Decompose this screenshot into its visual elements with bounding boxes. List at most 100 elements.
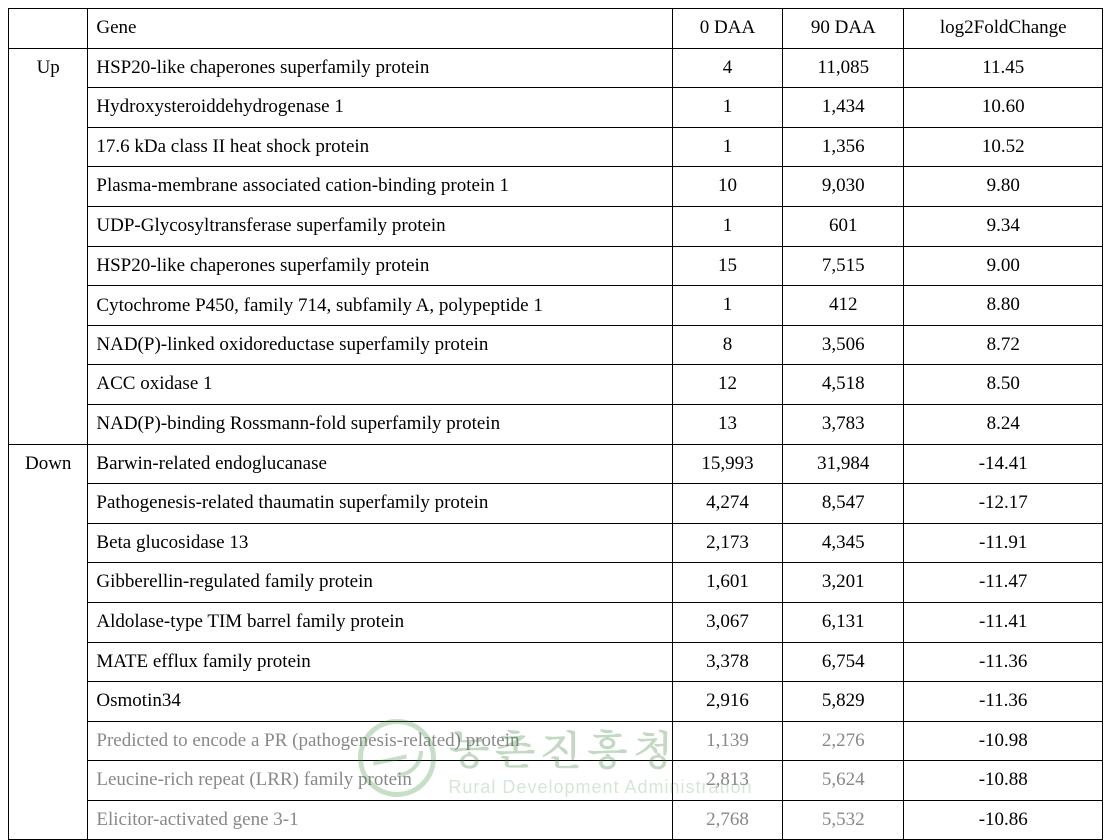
daa0-cell: 12	[672, 365, 782, 405]
gene-cell: Gibberellin-regulated family protein	[88, 563, 672, 603]
daa0-cell: 13	[672, 404, 782, 444]
header-log2: log2FoldChange	[904, 9, 1103, 49]
daa0-cell: 1	[672, 127, 782, 167]
daa0-cell: 1	[672, 88, 782, 128]
gene-cell: 17.6 kDa class II heat shock protein	[88, 127, 672, 167]
daa90-cell: 1,356	[783, 127, 904, 167]
table-row: Osmotin342,9165,829-11.36	[9, 682, 1103, 722]
daa90-cell: 7,515	[783, 246, 904, 286]
daa0-cell: 3,378	[672, 642, 782, 682]
table-row: NAD(P)-linked oxidoreductase superfamily…	[9, 325, 1103, 365]
header-daa90: 90 DAA	[783, 9, 904, 49]
header-daa0: 0 DAA	[672, 9, 782, 49]
gene-cell: HSP20-like chaperones superfamily protei…	[88, 48, 672, 88]
daa90-cell: 2,276	[783, 721, 904, 761]
gene-cell: Aldolase-type TIM barrel family protein	[88, 602, 672, 642]
daa90-cell: 3,506	[783, 325, 904, 365]
daa0-cell: 1,139	[672, 721, 782, 761]
table-row: HSP20-like chaperones superfamily protei…	[9, 246, 1103, 286]
daa90-cell: 5,532	[783, 800, 904, 840]
log2-cell: -12.17	[904, 484, 1103, 524]
daa90-cell: 3,201	[783, 563, 904, 603]
daa90-cell: 9,030	[783, 167, 904, 207]
log2-cell: -11.41	[904, 602, 1103, 642]
table-row: Hydroxysteroiddehydrogenase 111,43410.60	[9, 88, 1103, 128]
table-row: Predicted to encode a PR (pathogenesis-r…	[9, 721, 1103, 761]
daa90-cell: 8,547	[783, 484, 904, 524]
daa0-cell: 15	[672, 246, 782, 286]
table-row: DownBarwin-related endoglucanase15,99331…	[9, 444, 1103, 484]
gene-cell: Elicitor-activated gene 3-1	[88, 800, 672, 840]
table-row: Elicitor-activated gene 3-12,7685,532-10…	[9, 800, 1103, 840]
daa0-cell: 4,274	[672, 484, 782, 524]
table-row: Aldolase-type TIM barrel family protein3…	[9, 602, 1103, 642]
daa90-cell: 3,783	[783, 404, 904, 444]
table-row: Leucine-rich repeat (LRR) family protein…	[9, 761, 1103, 801]
table-row: 17.6 kDa class II heat shock protein11,3…	[9, 127, 1103, 167]
table-row: Pathogenesis-related thaumatin superfami…	[9, 484, 1103, 524]
table-row: UDP-Glycosyltransferase superfamily prot…	[9, 206, 1103, 246]
gene-cell: Barwin-related endoglucanase	[88, 444, 672, 484]
log2-cell: -10.88	[904, 761, 1103, 801]
gene-cell: Pathogenesis-related thaumatin superfami…	[88, 484, 672, 524]
table-row: NAD(P)-binding Rossmann-fold superfamily…	[9, 404, 1103, 444]
gene-cell: Osmotin34	[88, 682, 672, 722]
log2-cell: 8.72	[904, 325, 1103, 365]
log2-cell: 9.34	[904, 206, 1103, 246]
daa0-cell: 4	[672, 48, 782, 88]
daa90-cell: 4,518	[783, 365, 904, 405]
daa0-cell: 1,601	[672, 563, 782, 603]
daa90-cell: 6,754	[783, 642, 904, 682]
daa0-cell: 2,173	[672, 523, 782, 563]
daa90-cell: 412	[783, 286, 904, 326]
log2-cell: 9.80	[904, 167, 1103, 207]
log2-cell: -11.47	[904, 563, 1103, 603]
gene-cell: HSP20-like chaperones superfamily protei…	[88, 246, 672, 286]
log2-cell: 9.00	[904, 246, 1103, 286]
daa90-cell: 5,624	[783, 761, 904, 801]
daa0-cell: 1	[672, 206, 782, 246]
daa90-cell: 601	[783, 206, 904, 246]
log2-cell: -11.36	[904, 642, 1103, 682]
gene-cell: Plasma-membrane associated cation-bindin…	[88, 167, 672, 207]
table-header-row: Gene 0 DAA 90 DAA log2FoldChange	[9, 9, 1103, 49]
daa90-cell: 31,984	[783, 444, 904, 484]
daa0-cell: 2,813	[672, 761, 782, 801]
daa90-cell: 6,131	[783, 602, 904, 642]
log2-cell: 8.80	[904, 286, 1103, 326]
daa90-cell: 5,829	[783, 682, 904, 722]
daa0-cell: 10	[672, 167, 782, 207]
direction-cell: Down	[9, 444, 88, 840]
gene-cell: UDP-Glycosyltransferase superfamily prot…	[88, 206, 672, 246]
daa90-cell: 1,434	[783, 88, 904, 128]
daa0-cell: 3,067	[672, 602, 782, 642]
gene-cell: Leucine-rich repeat (LRR) family protein	[88, 761, 672, 801]
gene-cell: NAD(P)-linked oxidoreductase superfamily…	[88, 325, 672, 365]
log2-cell: 10.60	[904, 88, 1103, 128]
table-row: MATE efflux family protein3,3786,754-11.…	[9, 642, 1103, 682]
daa0-cell: 2,916	[672, 682, 782, 722]
gene-cell: Beta glucosidase 13	[88, 523, 672, 563]
gene-cell: Hydroxysteroiddehydrogenase 1	[88, 88, 672, 128]
daa90-cell: 4,345	[783, 523, 904, 563]
log2-cell: -14.41	[904, 444, 1103, 484]
table-row: UpHSP20-like chaperones superfamily prot…	[9, 48, 1103, 88]
daa0-cell: 8	[672, 325, 782, 365]
gene-cell: Predicted to encode a PR (pathogenesis-r…	[88, 721, 672, 761]
log2-cell: -11.36	[904, 682, 1103, 722]
direction-cell: Up	[9, 48, 88, 444]
log2-cell: 8.50	[904, 365, 1103, 405]
gene-cell: NAD(P)-binding Rossmann-fold superfamily…	[88, 404, 672, 444]
header-direction	[9, 9, 88, 49]
log2-cell: -10.98	[904, 721, 1103, 761]
table-row: Cytochrome P450, family 714, subfamily A…	[9, 286, 1103, 326]
gene-cell: Cytochrome P450, family 714, subfamily A…	[88, 286, 672, 326]
log2-cell: -11.91	[904, 523, 1103, 563]
daa90-cell: 11,085	[783, 48, 904, 88]
log2-cell: 11.45	[904, 48, 1103, 88]
daa0-cell: 1	[672, 286, 782, 326]
daa0-cell: 2,768	[672, 800, 782, 840]
table-row: Gibberellin-regulated family protein1,60…	[9, 563, 1103, 603]
table-row: Plasma-membrane associated cation-bindin…	[9, 167, 1103, 207]
gene-cell: ACC oxidase 1	[88, 365, 672, 405]
